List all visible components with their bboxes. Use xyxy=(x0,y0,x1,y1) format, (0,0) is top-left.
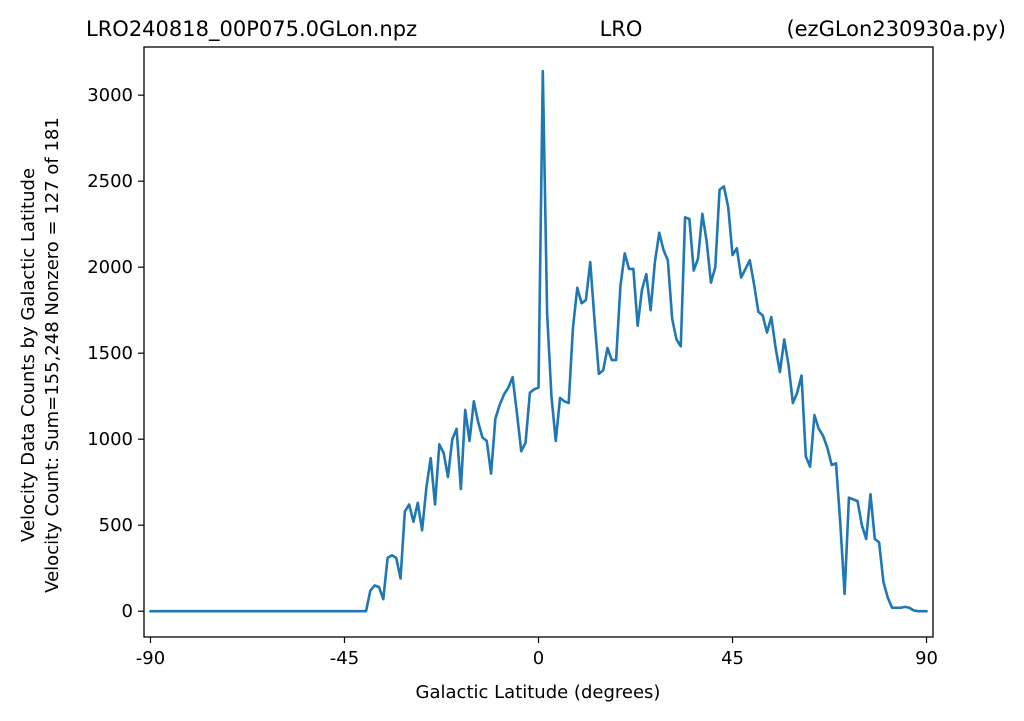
x-tick-label: -90 xyxy=(136,648,165,669)
y-axis-label-line2: Velocity Count: Sum=155,248 Nonzero = 12… xyxy=(42,117,63,593)
x-tick-label: 90 xyxy=(915,648,938,669)
series-line-1 xyxy=(149,69,928,613)
plot-area: -90 -45 0 45 90 0 500 1000 1500 2000 2500 3000 xyxy=(87,46,938,669)
header-script: (ezGLon230930a.py) xyxy=(786,17,1006,41)
x-tick-label: 0 xyxy=(533,648,544,669)
header-station: LRO xyxy=(600,17,643,41)
y-tick-label: 2500 xyxy=(87,171,133,192)
y-tick-label: 1500 xyxy=(87,343,133,364)
y-tick-label: 0 xyxy=(122,601,133,622)
y-tick-label: 2000 xyxy=(87,257,133,278)
x-tick-label: -45 xyxy=(330,648,359,669)
x-axis-label: Galactic Latitude (degrees) xyxy=(416,682,661,703)
y-tick-label: 3000 xyxy=(87,85,133,106)
x-tick-label: 45 xyxy=(721,648,744,669)
y-axis-label-line1: Velocity Data Counts by Galactic Latitud… xyxy=(18,168,39,542)
header-filename: LRO240818_00P075.0GLon.npz xyxy=(86,17,417,42)
y-tick-label: 1000 xyxy=(87,429,133,450)
y-tick-label: 500 xyxy=(99,515,133,536)
